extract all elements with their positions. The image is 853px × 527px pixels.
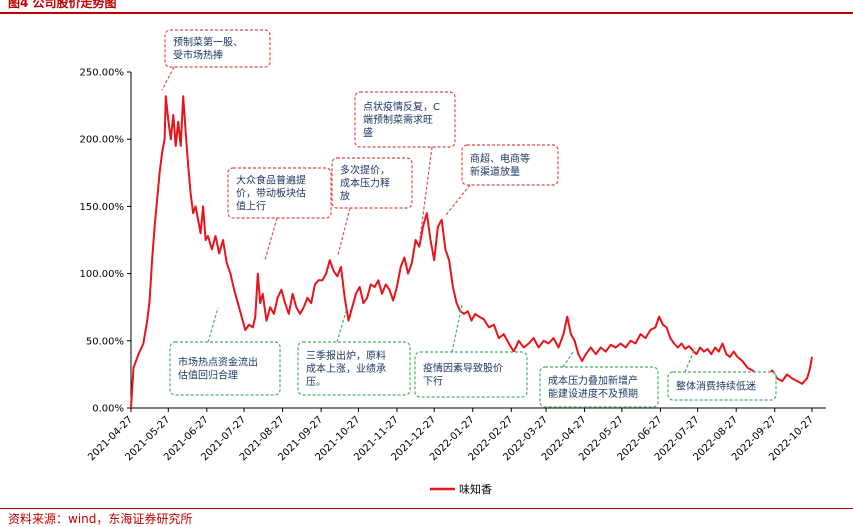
annotation-box bbox=[354, 91, 456, 148]
annotation-text: 值上行 bbox=[236, 200, 266, 213]
annotation-box bbox=[331, 157, 413, 209]
annotation-pointer bbox=[337, 207, 351, 256]
annotation-text: 大众食品普遍提 bbox=[236, 174, 306, 187]
annotation-text: 成本上涨，业绩承 bbox=[306, 362, 386, 375]
y-tick-label: 0.00% bbox=[92, 404, 124, 415]
annotation-text: 压。 bbox=[306, 376, 326, 388]
annotation-text: 下行 bbox=[423, 375, 443, 388]
annotation-text: 市场热点资金流出 bbox=[178, 356, 258, 369]
annotation: 整体消费持续低迷 bbox=[667, 347, 777, 401]
annotation: 预制菜第一股、受市场热捧 bbox=[161, 29, 271, 91]
annotation-box bbox=[414, 351, 528, 398]
annotation-box bbox=[297, 341, 411, 396]
annotation-box bbox=[227, 167, 332, 219]
annotation-text: 受市场热捧 bbox=[173, 49, 223, 62]
annotation-box bbox=[539, 366, 659, 408]
annotation-box bbox=[164, 29, 271, 68]
annotation-text: 预制菜第一股、 bbox=[173, 36, 243, 49]
legend: 味知香 bbox=[430, 482, 492, 496]
annotation-text: 放 bbox=[340, 190, 350, 203]
annotation-pointer bbox=[684, 347, 696, 373]
annotation-pointer bbox=[419, 146, 433, 239]
annotation-pointer bbox=[445, 184, 471, 216]
annotation-text: 成本压力叠加新增产 bbox=[548, 374, 638, 387]
annotation-layer: 预制菜第一股、受市场热捧大众食品普遍提价，带动板块估值上行多次提价，成本压力释放… bbox=[161, 29, 777, 408]
annotation-pointer bbox=[207, 307, 219, 343]
annotation-text: 商超、电商等 bbox=[470, 152, 530, 165]
annotation-pointer bbox=[336, 307, 348, 343]
annotation-text: 整体消费持续低迷 bbox=[676, 380, 756, 393]
annotation-text: 点状疫情反复，C bbox=[363, 100, 440, 113]
legend-label: 味知香 bbox=[459, 482, 492, 496]
y-tick-label: 200.00% bbox=[80, 135, 125, 146]
annotation-text: 端预制菜需求旺 bbox=[363, 113, 433, 126]
y-tick-label: 50.00% bbox=[86, 336, 124, 347]
annotation-text: 盛 bbox=[363, 126, 373, 139]
y-tick-label: 250.00% bbox=[80, 68, 125, 79]
series-line bbox=[130, 95, 813, 409]
annotation-pointer bbox=[562, 351, 574, 368]
annotation-text: 三季报出炉，原料 bbox=[306, 349, 386, 362]
y-axis: 250.00% 200.00% 150.00% 100.00% 50.00% 0.00% bbox=[80, 68, 132, 415]
y-tick-label: 100.00% bbox=[80, 269, 125, 280]
figure-title: 图4 公司股价走势图 bbox=[8, 0, 117, 10]
annotation-text: 价，带动板块估 bbox=[236, 187, 306, 200]
annotation-text: 多次提价， bbox=[340, 164, 390, 177]
annotation-pointer bbox=[161, 66, 175, 91]
annotation-text: 估值回归合理 bbox=[178, 369, 238, 382]
annotation-box bbox=[169, 341, 281, 396]
y-tick-label: 150.00% bbox=[80, 202, 125, 213]
annotation-pointer bbox=[264, 217, 278, 261]
annotation-box bbox=[667, 371, 777, 401]
title-rule bbox=[0, 12, 853, 14]
annotation-box bbox=[461, 144, 559, 186]
series-layer bbox=[130, 95, 813, 409]
annotation-text: 新渠道放量 bbox=[470, 165, 520, 178]
annotation-text: 疫情因素导致股价 bbox=[423, 362, 503, 375]
annotation-text: 能建设进度不及预期 bbox=[548, 387, 638, 400]
annotation-text: 成本压力释 bbox=[340, 177, 390, 190]
source-rule bbox=[0, 508, 853, 509]
annotation-pointer bbox=[451, 304, 463, 353]
source-note: 资料来源：wind，东海证券研究所 bbox=[8, 512, 193, 526]
x-axis: 2021-04-272021-05-272021-06-272021-07-27… bbox=[86, 407, 826, 463]
